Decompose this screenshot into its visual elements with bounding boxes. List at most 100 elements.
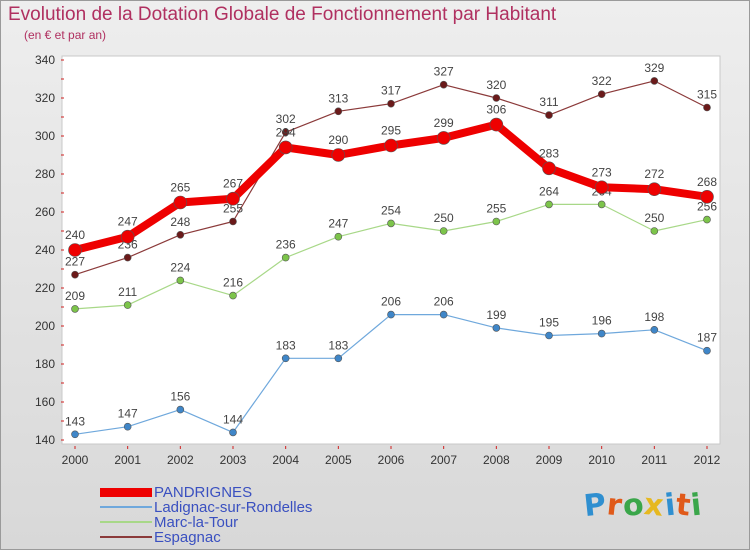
data-label-espagnac: 248 — [170, 215, 190, 229]
x-tick-label: 2012 — [694, 453, 721, 467]
data-label-espagnac: 255 — [223, 202, 243, 216]
legend-label-pandrignes: PANDRIGNES — [154, 484, 253, 501]
x-tick-label: 2006 — [378, 453, 405, 467]
x-tick-label: 2008 — [483, 453, 510, 467]
x-tick-label: 2005 — [325, 453, 352, 467]
data-label-ladignac-sur-rondelles: 187 — [697, 331, 717, 345]
data-point-ladignac-sur-rondelles — [123, 422, 132, 431]
data-label-espagnac: 313 — [328, 91, 348, 105]
data-point-ladignac-sur-rondelles — [176, 405, 185, 414]
data-label-pandrignes: 247 — [118, 215, 138, 229]
data-label-ladignac-sur-rondelles: 199 — [486, 308, 506, 322]
data-label-espagnac: 322 — [592, 74, 612, 88]
y-tick-label: 160 — [35, 395, 55, 409]
data-label-pandrignes: 299 — [434, 116, 454, 130]
proxiti-logo: Proxiti — [582, 487, 704, 524]
data-point-pandrignes — [68, 243, 82, 257]
data-label-marc-la-tour: 211 — [118, 285, 137, 299]
data-label-ladignac-sur-rondelles: 198 — [644, 310, 664, 324]
data-point-espagnac — [229, 217, 237, 226]
data-label-marc-la-tour: 236 — [276, 238, 296, 252]
plot-area — [61, 55, 721, 445]
data-label-marc-la-tour: 209 — [65, 289, 85, 303]
legend-swatch-marc-la-tour — [100, 521, 152, 523]
data-label-marc-la-tour: 216 — [223, 276, 243, 290]
data-point-pandrignes — [542, 161, 556, 176]
data-point-ladignac-sur-rondelles — [281, 354, 290, 363]
data-point-marc-la-tour — [71, 305, 79, 313]
data-point-espagnac — [123, 253, 132, 262]
data-label-espagnac: 317 — [381, 84, 401, 98]
data-label-marc-la-tour: 255 — [486, 202, 506, 216]
x-tick-label: 2009 — [536, 453, 563, 467]
data-point-marc-la-tour — [597, 200, 606, 209]
y-tick-label: 320 — [35, 91, 55, 105]
data-point-espagnac — [281, 128, 290, 136]
data-point-espagnac — [650, 77, 659, 85]
data-point-marc-la-tour — [387, 219, 395, 228]
data-point-pandrignes — [278, 140, 293, 155]
data-point-espagnac — [545, 111, 553, 119]
y-tick-label: 280 — [35, 167, 55, 181]
x-tick-label: 2007 — [430, 453, 457, 467]
data-label-marc-la-tour: 256 — [697, 200, 717, 214]
data-point-ladignac-sur-rondelles — [71, 430, 79, 439]
x-tick-label: 2004 — [272, 453, 299, 467]
x-tick-label: 2001 — [114, 453, 141, 467]
data-point-ladignac-sur-rondelles — [545, 331, 553, 340]
y-tick-label: 180 — [35, 357, 55, 371]
y-tick-label: 220 — [35, 281, 55, 295]
data-label-pandrignes: 272 — [644, 167, 664, 181]
data-point-espagnac — [176, 231, 185, 239]
data-label-ladignac-sur-rondelles: 196 — [592, 314, 612, 328]
data-label-espagnac: 320 — [486, 78, 506, 92]
y-tick-label: 140 — [35, 433, 55, 447]
data-label-espagnac: 329 — [644, 61, 664, 75]
data-label-ladignac-sur-rondelles: 156 — [170, 390, 190, 404]
data-point-marc-la-tour — [703, 215, 711, 224]
data-point-ladignac-sur-rondelles — [334, 354, 343, 363]
data-label-marc-la-tour: 250 — [434, 211, 454, 225]
data-point-marc-la-tour — [545, 200, 553, 209]
data-point-pandrignes — [226, 191, 240, 206]
data-point-ladignac-sur-rondelles — [703, 346, 711, 355]
data-point-ladignac-sur-rondelles — [229, 428, 237, 437]
y-tick-label: 200 — [35, 319, 55, 333]
data-label-ladignac-sur-rondelles: 143 — [65, 414, 85, 428]
data-label-pandrignes: 295 — [381, 124, 401, 138]
x-tick-label: 2000 — [62, 453, 89, 467]
data-label-ladignac-sur-rondelles: 206 — [434, 295, 454, 309]
data-label-marc-la-tour: 264 — [539, 184, 559, 198]
x-tick-label: 2002 — [167, 453, 194, 467]
data-point-ladignac-sur-rondelles — [492, 324, 501, 332]
data-label-espagnac: 315 — [697, 88, 717, 102]
data-point-espagnac — [439, 80, 448, 89]
data-point-espagnac — [703, 103, 711, 112]
data-point-marc-la-tour — [281, 253, 290, 262]
data-point-pandrignes — [173, 195, 188, 210]
data-point-pandrignes — [331, 148, 346, 162]
data-point-marc-la-tour — [176, 276, 185, 285]
data-point-pandrignes — [384, 138, 398, 153]
legend-swatch-pandrignes — [100, 487, 152, 497]
data-point-pandrignes — [489, 117, 504, 132]
data-point-marc-la-tour — [650, 227, 659, 235]
legend-swatch-ladignac-sur-rondelles — [100, 506, 152, 508]
chart-subtitle: (en € et par an) — [24, 28, 107, 42]
data-point-ladignac-sur-rondelles — [650, 325, 659, 334]
data-point-pandrignes — [594, 180, 609, 195]
data-label-espagnac: 327 — [434, 65, 454, 79]
y-tick-label: 260 — [35, 205, 55, 219]
data-point-espagnac — [334, 107, 343, 116]
data-label-ladignac-sur-rondelles: 144 — [223, 412, 243, 426]
data-point-pandrignes — [120, 229, 135, 244]
x-tick-label: 2010 — [588, 453, 615, 467]
data-label-pandrignes: 290 — [328, 133, 348, 147]
data-label-pandrignes: 306 — [486, 103, 506, 117]
data-point-pandrignes — [700, 190, 714, 204]
data-label-pandrignes: 268 — [697, 175, 717, 189]
legend-label-marc-la-tour: Marc-la-Tour — [154, 514, 239, 531]
data-label-ladignac-sur-rondelles: 183 — [328, 338, 348, 352]
data-point-ladignac-sur-rondelles — [439, 310, 448, 319]
data-label-pandrignes: 283 — [539, 146, 559, 160]
